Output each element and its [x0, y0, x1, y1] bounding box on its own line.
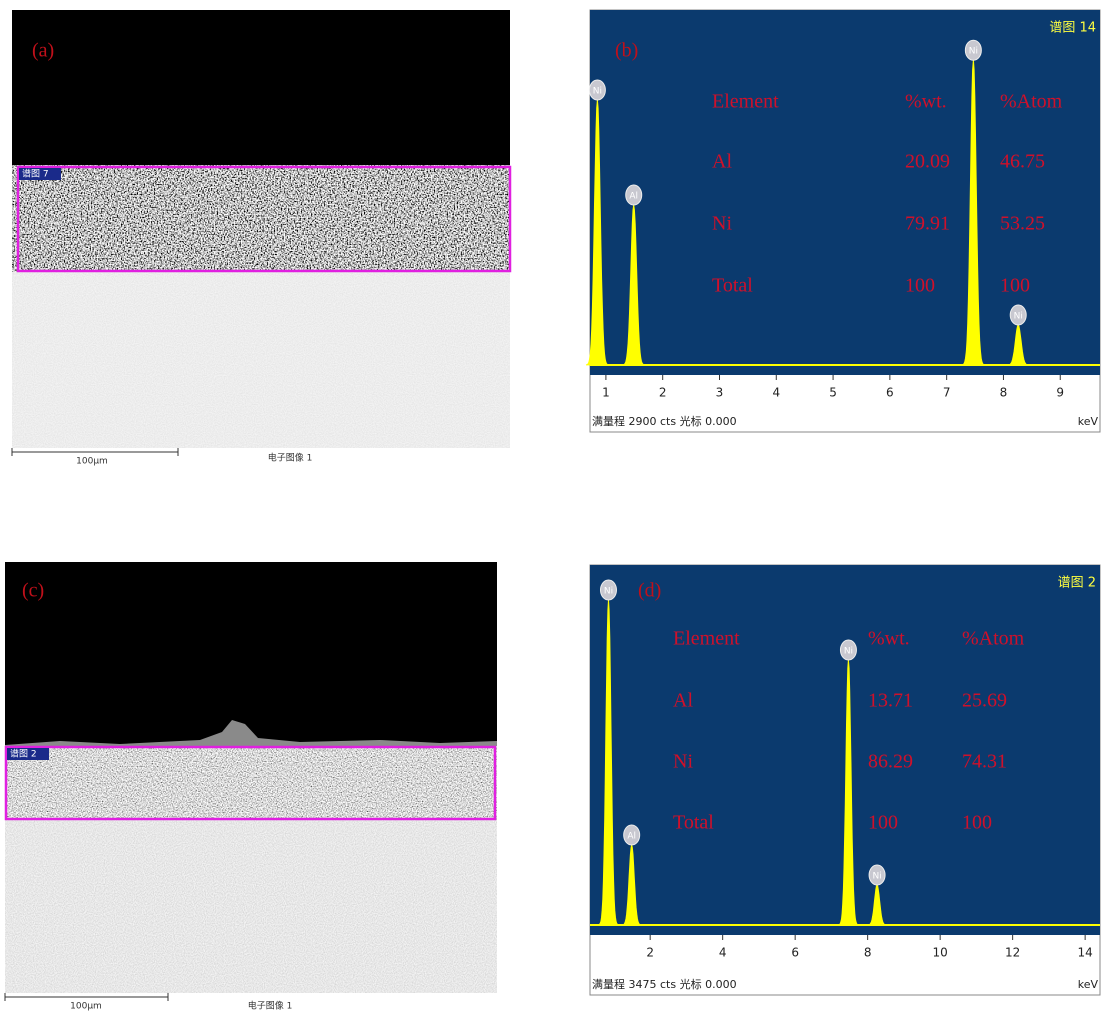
spectrum-panel: Ni Al Ni Ni 2 4 6 8 10 12 14 keV 满量程 3475 cts 光标 0.0… [589, 564, 1101, 996]
table-cell: 86.29 [868, 751, 913, 773]
table-cell: 100 [868, 812, 898, 834]
table-cell: 74.31 [962, 751, 1007, 773]
panel-label: (d) [638, 580, 661, 602]
x-tick-label: 1 [602, 386, 610, 400]
scale-bar-label: 100μm [76, 457, 108, 467]
table-header: Element [673, 628, 740, 650]
peak [622, 204, 646, 366]
peak [1006, 324, 1030, 366]
spectrum-name: 谱图 14 [1049, 21, 1096, 36]
table-cell: 13.71 [868, 690, 913, 712]
x-tick-label: 2 [659, 386, 667, 400]
region-tag [7, 748, 49, 760]
spectrum-footer: 满量程 3475 cts 光标 0.000 [592, 977, 737, 991]
spectrum-footer: 满量程 2900 cts 光标 0.000 [592, 414, 737, 428]
x-tick-label: 7 [943, 386, 951, 400]
table-cell: 46.75 [1000, 151, 1045, 173]
peak-label: Ni [844, 646, 853, 656]
peak-marker [868, 864, 886, 886]
table-header: Element [712, 91, 779, 113]
scale-bar [4, 993, 169, 1001]
table-header: %Atom [1000, 91, 1063, 113]
table-cell: Ni [673, 751, 693, 773]
table-cell: Al [712, 151, 732, 173]
x-axis-label: keV [1078, 415, 1099, 428]
region-label: 谱图 2 [10, 748, 37, 760]
table-header: %wt. [868, 628, 910, 650]
peak-label: Al [629, 192, 638, 202]
spectrum-panel: Ni Al Ni Ni 1 2 3 4 5 6 7 8 9 keV 满量程 2900 cts 光标 0.00… [585, 9, 1101, 433]
x-tick-label: 8 [1000, 386, 1008, 400]
table-cell: 53.25 [1000, 213, 1045, 235]
peak-label: Ni [604, 587, 613, 597]
peak-label: Al [627, 832, 636, 842]
image-caption: 电子图像 1 [248, 1000, 293, 1012]
peak-marker [1009, 304, 1027, 326]
x-tick-label: 5 [829, 386, 837, 400]
table-header: %Atom [962, 628, 1025, 650]
peak-marker [599, 579, 617, 601]
table-cell: Total [712, 275, 753, 297]
image-caption: 电子图像 1 [268, 452, 313, 464]
x-tick-label: 10 [933, 946, 948, 960]
table-cell: Ni [712, 213, 732, 235]
peak [866, 883, 888, 926]
panel-label: (a) [32, 40, 54, 62]
peak-label: Ni [593, 86, 602, 96]
table-cell: 100 [905, 275, 935, 297]
peak [961, 60, 985, 366]
x-tick-label: 6 [791, 946, 799, 960]
panel-label: (c) [22, 580, 44, 602]
region-box [4, 745, 497, 821]
coating [5, 746, 497, 820]
substrate [12, 272, 510, 448]
table-cell: 79.91 [905, 213, 950, 235]
coating [12, 165, 510, 272]
x-tick-label: 4 [772, 386, 780, 400]
peak-marker [964, 39, 982, 61]
spectrum-name: 谱图 2 [1058, 576, 1096, 591]
x-tick-label: 4 [719, 946, 727, 960]
peak-marker [588, 79, 606, 101]
table-cell: Al [673, 690, 693, 712]
sem-image-a: 谱图 7 (a) 100μm 电子图像 1 [11, 10, 512, 467]
region-box [16, 165, 512, 273]
peak-marker [625, 184, 643, 206]
region-tag [19, 168, 61, 180]
x-tick-label: 3 [716, 386, 724, 400]
table-cell: 25.69 [962, 690, 1007, 712]
x-tick-label: 6 [886, 386, 894, 400]
peak [598, 599, 619, 926]
peak [585, 99, 609, 366]
peak-label: Ni [1014, 311, 1023, 321]
peak-marker [839, 639, 857, 661]
peak-label: Ni [872, 872, 881, 882]
table-cell: 100 [962, 812, 992, 834]
substrate [5, 820, 497, 993]
x-tick-label: 2 [646, 946, 654, 960]
table-cell: 100 [1000, 275, 1030, 297]
x-tick-label: 9 [1056, 386, 1064, 400]
x-tick-label: 14 [1077, 946, 1092, 960]
table-cell: 20.09 [905, 151, 950, 173]
x-tick-label: 8 [864, 946, 872, 960]
sem-image-c: 谱图 2 (c) 100μm 电子图像 1 [4, 562, 497, 1012]
panel-label: (b) [615, 40, 638, 62]
peak [621, 844, 642, 926]
region-label: 谱图 7 [22, 168, 49, 180]
scale-bar-label: 100μm [70, 1002, 102, 1012]
table-header: %wt. [905, 91, 947, 113]
peak [838, 659, 859, 926]
scale-bar [11, 448, 179, 456]
peak-marker [623, 824, 641, 846]
peak-label: Ni [969, 47, 978, 57]
x-tick-label: 12 [1005, 946, 1020, 960]
x-axis-label: keV [1078, 978, 1099, 991]
table-cell: Total [673, 812, 714, 834]
